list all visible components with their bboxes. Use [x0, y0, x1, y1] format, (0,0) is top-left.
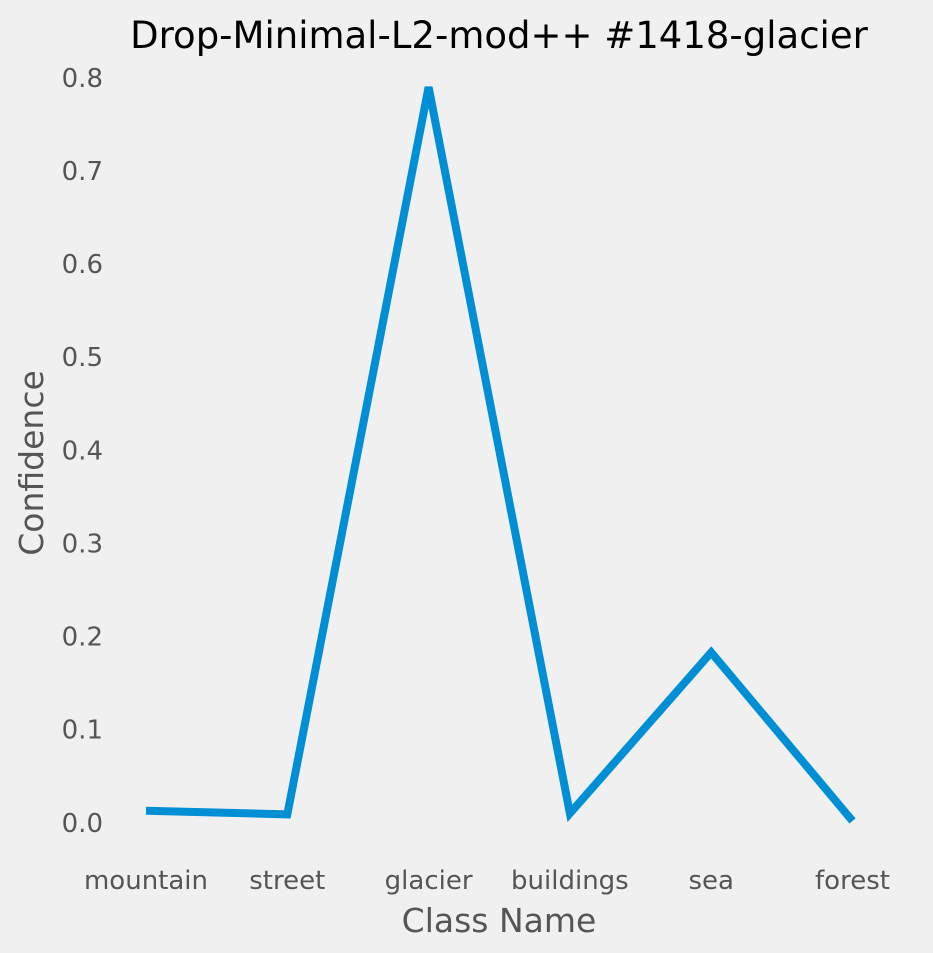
y-tick-label: 0.2 — [62, 623, 103, 653]
y-axis-ticks: 0.0 0.1 0.2 0.3 0.4 0.5 0.6 0.7 0.8 — [62, 64, 103, 839]
x-tick-label: forest — [815, 866, 890, 896]
y-tick-label: 0.4 — [62, 436, 103, 466]
x-tick-label: sea — [688, 866, 733, 896]
x-axis-label: Class Name — [402, 901, 597, 940]
y-tick-label: 0.0 — [62, 809, 103, 839]
y-tick-label: 0.3 — [62, 529, 103, 559]
y-axis-label: Confidence — [12, 370, 51, 556]
series-line — [145, 86, 856, 824]
y-tick-label: 0.6 — [62, 250, 103, 280]
x-tick-label: buildings — [511, 866, 629, 896]
y-tick-label: 0.7 — [62, 157, 103, 187]
x-tick-label: glacier — [385, 866, 473, 896]
y-tick-label: 0.1 — [62, 716, 103, 746]
x-axis-ticks: mountain street glacier buildings sea forest — [84, 866, 890, 896]
x-tick-label: mountain — [84, 866, 208, 896]
chart-title: Drop-Minimal-L2-mod++ #1418-glacier — [130, 14, 868, 57]
y-tick-label: 0.8 — [62, 64, 103, 94]
y-tick-label: 0.5 — [62, 343, 103, 373]
x-tick-label: street — [249, 866, 325, 896]
